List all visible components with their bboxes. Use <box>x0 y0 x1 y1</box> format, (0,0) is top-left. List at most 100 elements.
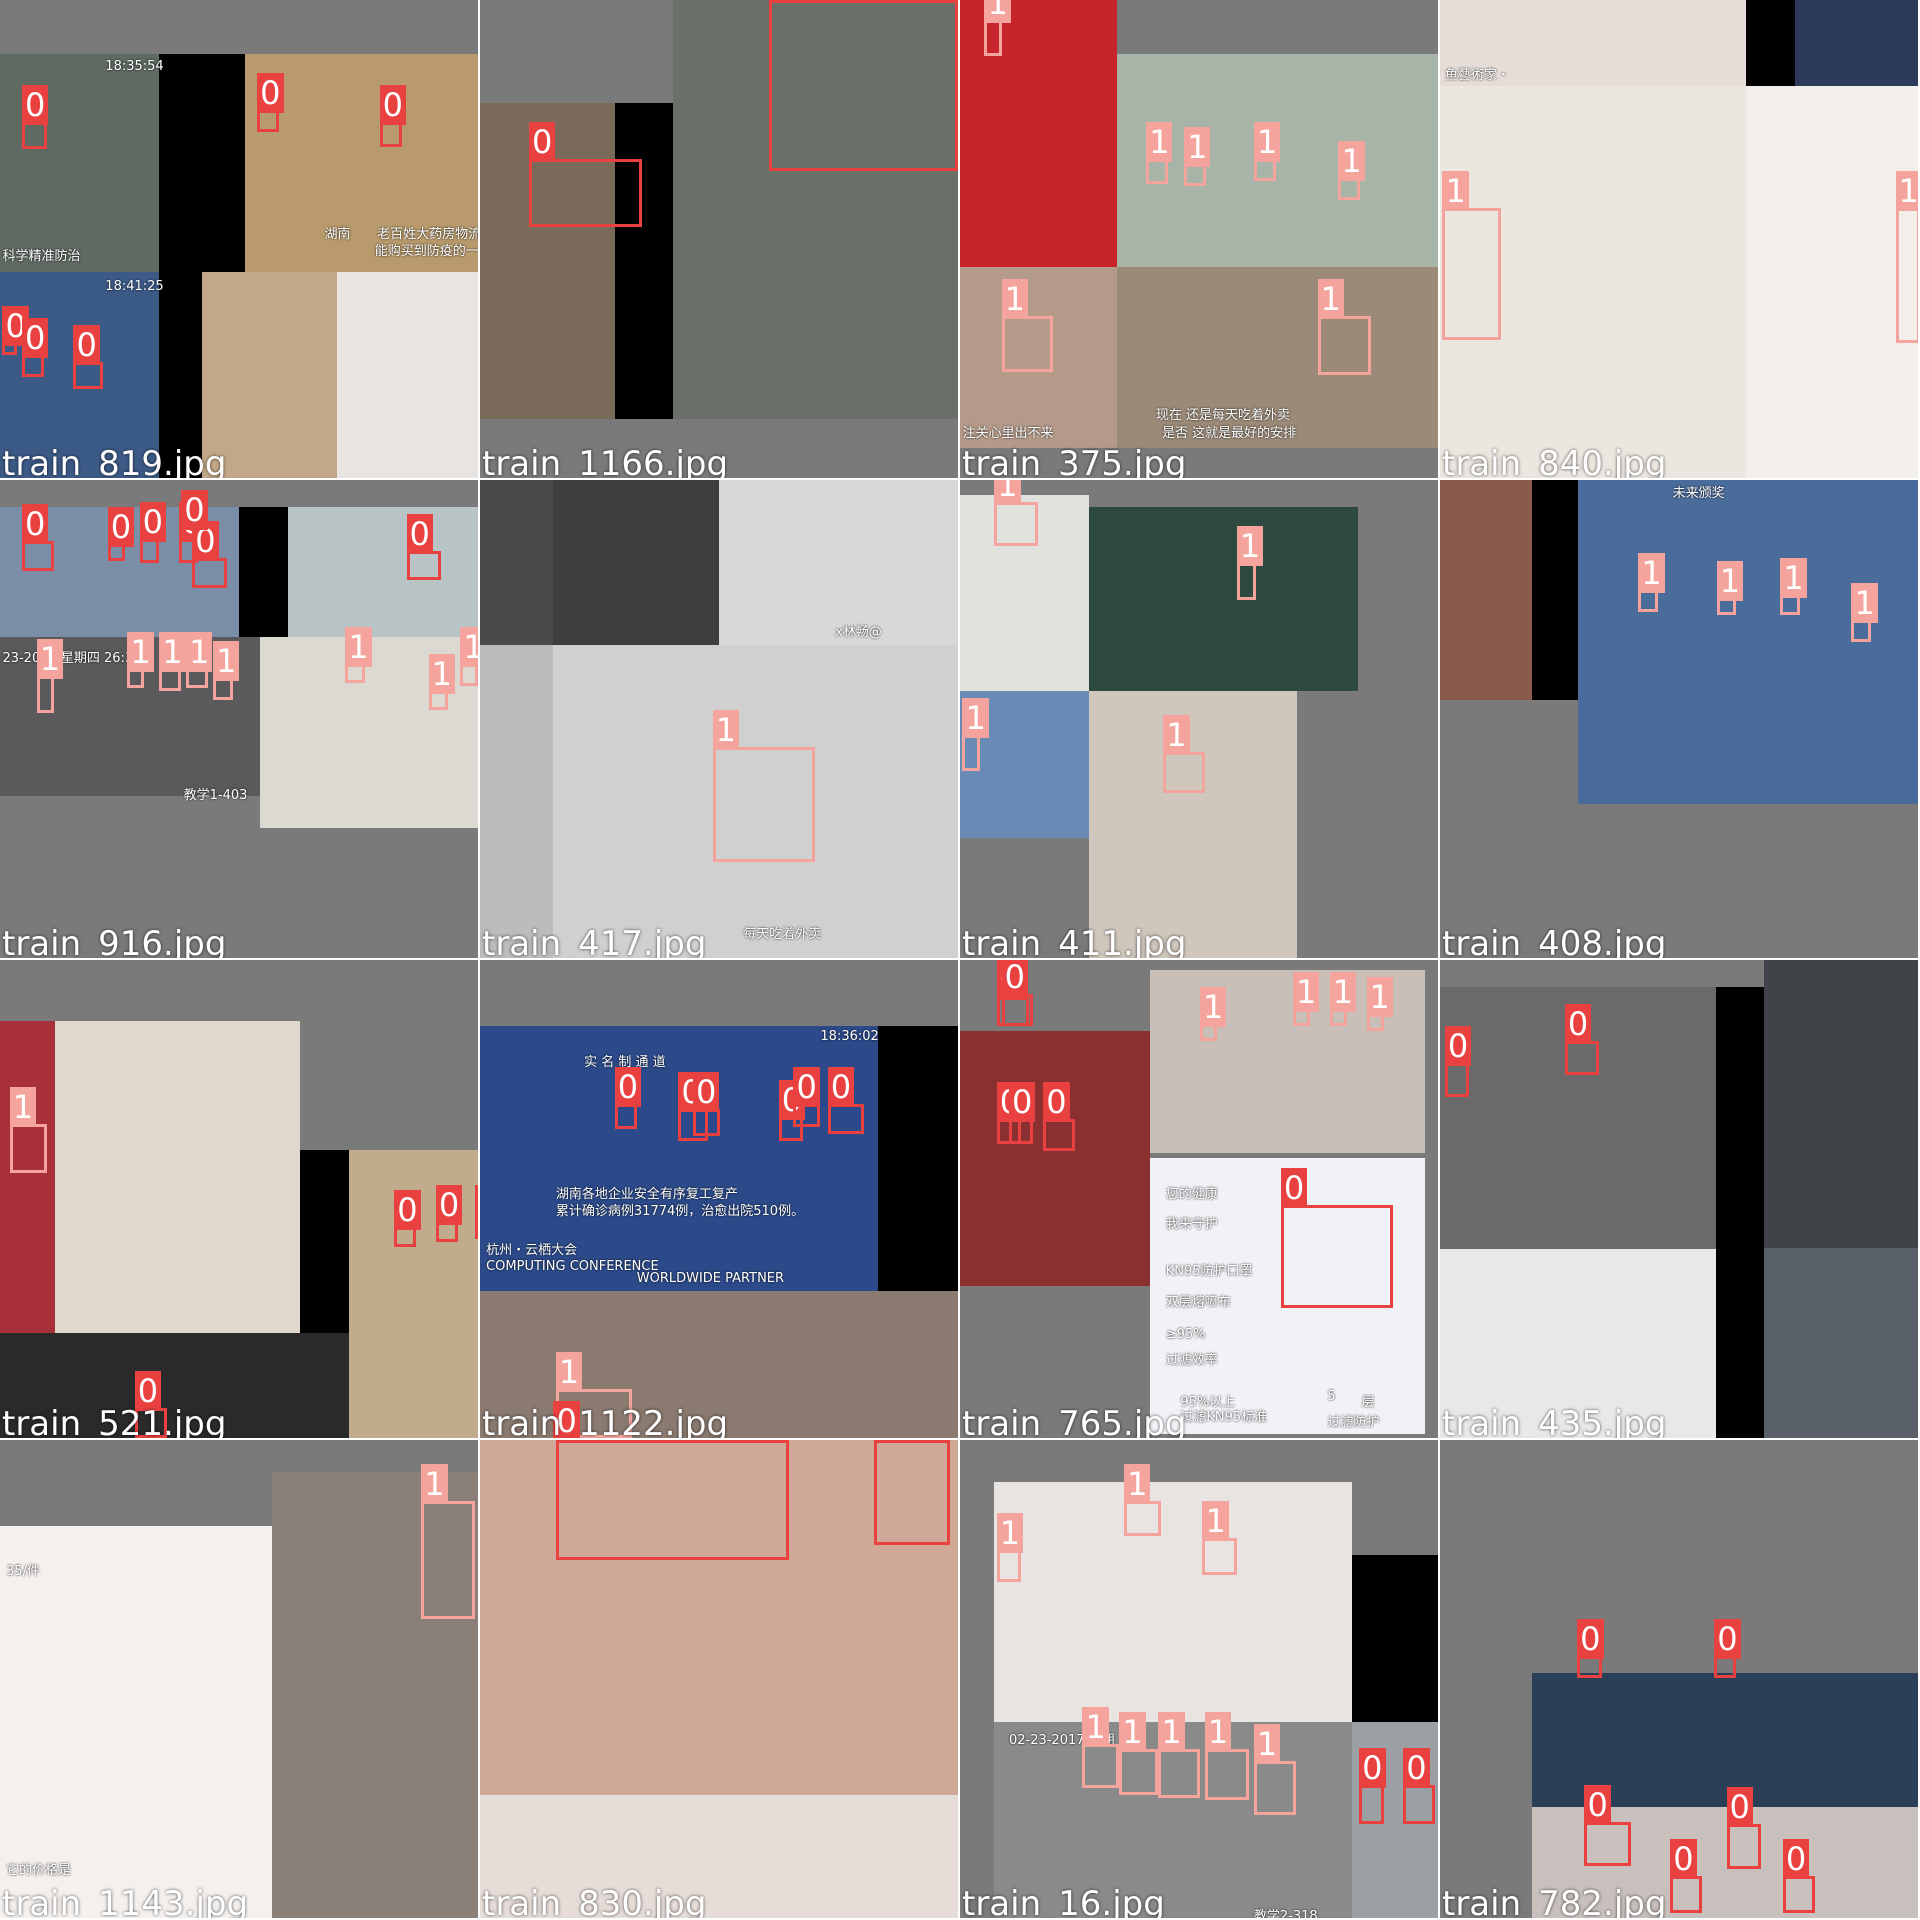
letterbox-bar <box>1531 480 1579 701</box>
class-label: 0 <box>406 514 433 555</box>
tile-filename: train_782.jpg <box>1442 1884 1667 1918</box>
class-label: 0 <box>1403 1748 1430 1789</box>
class-label: 0 <box>1280 1167 1308 1208</box>
image-patch <box>1795 0 1918 86</box>
detection-box: 0 <box>107 506 135 561</box>
detection-box: 1 <box>1317 278 1372 375</box>
detection-box: 0 <box>406 514 441 581</box>
detection-box: 1 <box>213 641 240 701</box>
image-patch <box>0 1525 272 1918</box>
class-label: 1 <box>1184 127 1211 168</box>
detection-box: 1 <box>9 1087 47 1174</box>
class-label: 1 <box>1124 1464 1151 1505</box>
detection-box: 0 <box>181 489 208 542</box>
detection-box: 1 <box>1163 714 1205 794</box>
detection-box: 0 <box>1008 1082 1036 1144</box>
class-label: 1 <box>1236 526 1264 567</box>
detection-box: 1 <box>36 638 64 713</box>
letterbox-bar <box>159 271 203 478</box>
detection-box: 1 <box>1253 1723 1296 1815</box>
detection-box: 0 <box>1577 1618 1604 1678</box>
class-label: 1 <box>460 626 478 667</box>
image-caption-text: 累计确诊病例31774例，治愈出院510例。 <box>555 1204 805 1219</box>
class-label: 0 <box>22 85 49 126</box>
detection-box: 0 <box>257 73 284 133</box>
image-caption-text: 教学1-403 <box>183 787 248 803</box>
tile-filename: train_375.jpg <box>962 444 1187 478</box>
class-label: 0 <box>1564 1003 1592 1044</box>
class-label: 1 <box>1329 971 1357 1012</box>
detection-box: 1 <box>555 1351 632 1438</box>
class-label: 0 <box>768 0 796 3</box>
image-patch <box>1088 506 1358 691</box>
image-patch <box>1440 0 1747 86</box>
class-label: 1 <box>1146 122 1173 163</box>
detection-box: 1 <box>1338 140 1365 200</box>
image-caption-text: 是否 这就是最好的安排 <box>1162 426 1297 442</box>
detection-box: 0 <box>555 1440 789 1560</box>
detection-box: 1 <box>962 697 989 772</box>
class-label: 0 <box>139 501 166 542</box>
image-patch <box>553 480 719 646</box>
class-label: 1 <box>421 1464 448 1505</box>
class-label: 0 <box>435 1185 463 1226</box>
class-label: 1 <box>1082 1706 1109 1747</box>
detection-box: 0 <box>1359 1748 1386 1825</box>
class-label: 1 <box>1293 971 1320 1012</box>
image-caption-text: 过滤KN95标准 <box>1180 1409 1268 1425</box>
image-patch <box>994 1481 1352 1722</box>
detection-box: 0 <box>1564 1003 1600 1076</box>
tile-filename: train_435.jpg <box>1442 1404 1667 1438</box>
image-caption-text: 每天吃着外卖 <box>743 927 822 943</box>
detection-box: 1 <box>1895 171 1918 343</box>
class-label: 0 <box>394 1189 421 1230</box>
image-caption-text: 18:35:54 <box>105 58 164 74</box>
image-caption-text: 科学精准防治 <box>2 248 81 264</box>
detection-box: 0 <box>475 1185 478 1240</box>
detection-box: 0 <box>1714 1618 1741 1678</box>
class-label: 1 <box>1202 1500 1229 1541</box>
image-caption-text: 过滤防护 <box>1327 1414 1380 1430</box>
image-patch <box>553 645 958 958</box>
class-label: 1 <box>9 1087 37 1128</box>
class-label: 1 <box>1366 976 1393 1017</box>
image-caption-text: KN95防护口罩 <box>1165 1264 1253 1279</box>
class-label: 1 <box>1638 553 1665 594</box>
class-label: 0 <box>1726 1787 1753 1828</box>
image-caption-text: 老百姓大药房物流中心 <box>377 226 478 242</box>
mosaic-tile: 35/件 它的价格是 1 train_1143.jpg <box>0 1440 478 1918</box>
class-label: 0 <box>379 85 406 126</box>
class-label: 1 <box>1317 278 1344 319</box>
image-patch <box>673 0 958 419</box>
tile-filename: train_819.jpg <box>2 444 227 478</box>
letterbox-bar <box>238 506 288 637</box>
image-caption-text: 未来颁奖 <box>1672 486 1725 502</box>
image-patch <box>55 1021 300 1334</box>
image-caption-text: 5 <box>1327 1388 1336 1404</box>
detection-box: 1 <box>1780 558 1807 615</box>
detection-box: 1 <box>1184 127 1211 187</box>
mosaic-tile: 23-2017 星期四 26:3教学1-403000000011111111tr… <box>0 480 478 958</box>
detection-box: 1 <box>712 709 816 863</box>
class-label: 1 <box>1895 171 1918 212</box>
mosaic-tile: 1 1 1 1 train_411.jpg <box>960 480 1438 958</box>
image-patch <box>480 480 554 646</box>
image-patch <box>287 506 478 637</box>
image-caption-text: 湖南各地企业安全有序复工复产 <box>555 1186 738 1202</box>
detection-box: 1 <box>1204 1711 1249 1800</box>
image-patch <box>271 1471 478 1918</box>
detection-box: 0 <box>22 504 54 571</box>
image-caption-text: 我来守护 <box>1165 1217 1218 1233</box>
class-label: 1 <box>428 653 455 694</box>
class-label: 1 <box>1163 714 1190 755</box>
image-patch <box>480 1795 958 1918</box>
letterbox-bar <box>159 53 245 272</box>
image-patch <box>202 271 337 478</box>
class-label: 1 <box>1716 560 1744 601</box>
class-label: 0 <box>555 1440 583 1443</box>
mosaic-tile: 实 名 制 通 道 18:36:02 湖南各地企业安全有序复工复产 累计确诊病例317… <box>480 960 958 1438</box>
mosaic-tile: 10000train_521.jpg <box>0 960 478 1438</box>
image-caption-text: 能购买到防疫的一些 <box>374 244 478 259</box>
class-label: 1 <box>159 631 186 672</box>
detection-box: 1 <box>1124 1464 1161 1536</box>
